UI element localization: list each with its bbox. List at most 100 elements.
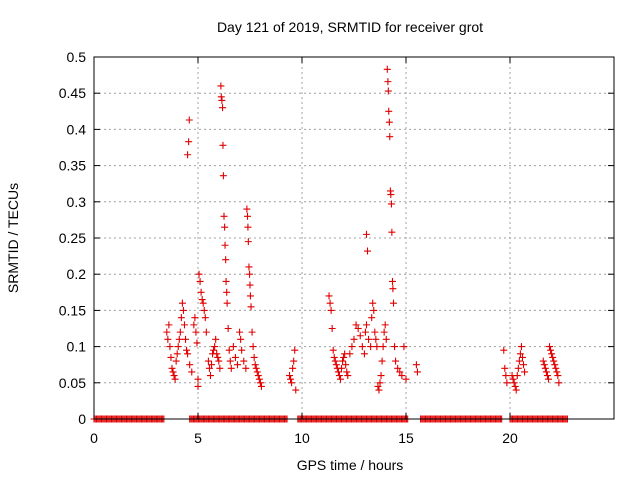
data-point [212, 335, 220, 343]
data-point [199, 299, 207, 307]
chart-title: Day 121 of 2019, SRMTID for receiver gro… [217, 19, 483, 35]
data-point [389, 285, 397, 293]
data-point [231, 353, 239, 361]
data-point [255, 375, 263, 383]
data-point [290, 357, 298, 365]
data-point [555, 379, 563, 387]
data-point [287, 375, 295, 383]
data-point [249, 343, 257, 351]
data-point [183, 346, 191, 354]
data-point [234, 361, 242, 369]
data-point [520, 361, 528, 369]
data-point [396, 368, 404, 376]
data-point [244, 223, 252, 231]
data-point [219, 172, 227, 180]
y-axis-label: SRMTID / TECUs [5, 183, 21, 293]
y-tick-label: 0.25 [59, 230, 86, 246]
data-point [348, 343, 356, 351]
data-point [344, 372, 352, 380]
data-point [224, 325, 232, 332]
data-point [368, 314, 376, 322]
data-point [548, 350, 556, 358]
data-point [288, 379, 296, 387]
data-point [377, 372, 385, 380]
data-point [237, 335, 245, 343]
data-point [502, 372, 510, 380]
data-point [177, 314, 185, 322]
data-point [218, 96, 226, 104]
data-point [352, 321, 360, 329]
data-point [244, 238, 252, 246]
data-point [325, 292, 333, 300]
data-point [369, 299, 377, 307]
data-point [208, 361, 216, 369]
data-point [388, 228, 396, 236]
data-point [286, 372, 294, 380]
data-point [223, 288, 231, 296]
data-point [191, 314, 199, 322]
data-point [517, 343, 525, 351]
data-point [500, 346, 508, 354]
axis-ticks: 0 0.05 0.1 0.15 0.2 0.25 0.3 0.35 0.4 0.45 0.5 0 5 10… [59, 49, 614, 446]
data-point [200, 306, 208, 314]
data-point [250, 353, 258, 361]
data-point [387, 191, 395, 199]
data-point [338, 364, 346, 372]
data-point [254, 372, 262, 380]
data-point [413, 368, 421, 376]
data-point [245, 263, 253, 271]
data-point [518, 353, 526, 361]
data-point [376, 379, 384, 387]
data-point [243, 205, 251, 213]
y-tick-label: 0.15 [59, 302, 86, 318]
data-point [205, 364, 213, 372]
data-point [358, 343, 366, 351]
data-point [350, 335, 358, 343]
data-point [257, 382, 265, 390]
data-point [380, 328, 388, 336]
data-point [176, 328, 184, 336]
data-point [521, 368, 529, 376]
data-point [331, 357, 339, 365]
data-point [362, 230, 370, 238]
data-point [179, 306, 187, 314]
data-point [386, 133, 394, 141]
data-point [242, 364, 250, 372]
data-point [513, 372, 521, 380]
data-point [247, 303, 255, 311]
data-point [291, 346, 299, 354]
data-point [252, 364, 260, 372]
data-point [197, 288, 205, 296]
data-point [552, 364, 560, 372]
data-point [516, 350, 524, 358]
data-point [195, 270, 203, 278]
data-point [503, 379, 511, 387]
x-tick-label: 5 [194, 430, 202, 446]
data-point [253, 368, 261, 376]
data-point [540, 361, 548, 369]
data-point [384, 87, 392, 95]
data-point [196, 277, 204, 285]
data-point [340, 353, 348, 361]
data-point [553, 368, 561, 376]
data-point [365, 335, 373, 343]
grid [94, 57, 614, 419]
data-point [213, 350, 221, 358]
data-point [354, 325, 362, 332]
data-point [390, 299, 398, 307]
data-point [221, 241, 229, 249]
data-point [542, 368, 550, 376]
data-point [335, 372, 343, 380]
data-point [198, 296, 206, 304]
data-points [90, 65, 571, 423]
data-point [374, 382, 382, 390]
data-point [364, 247, 372, 255]
data-point [185, 138, 193, 146]
data-point [342, 361, 350, 369]
data-point [180, 321, 188, 329]
data-point [220, 212, 228, 220]
data-point [184, 151, 192, 159]
data-point [336, 375, 344, 383]
data-point [398, 372, 406, 380]
